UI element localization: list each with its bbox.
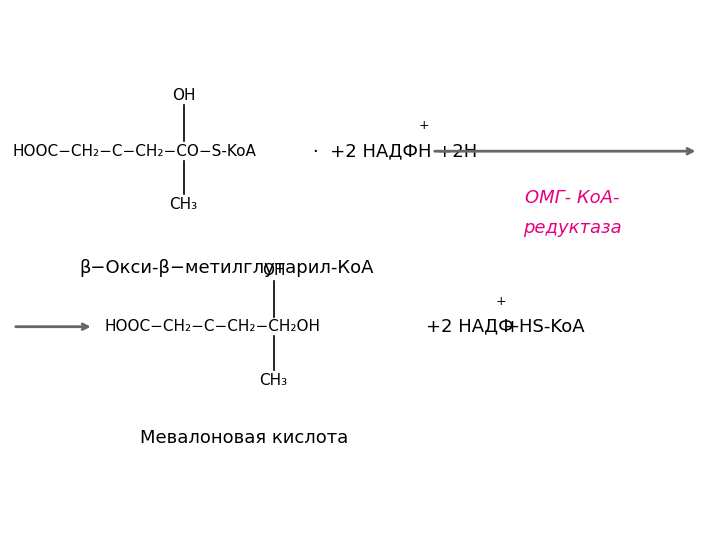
Text: HOOC−CH₂−C−CH₂−CH₂OH: HOOC−CH₂−C−CH₂−CH₂OH bbox=[104, 319, 320, 334]
Text: OH: OH bbox=[172, 87, 195, 103]
Text: ·  +2 НАДФН +2H: · +2 НАДФН +2H bbox=[313, 142, 477, 160]
Text: β−Окси-β−метилглутарил-КоА: β−Окси-β−метилглутарил-КоА bbox=[79, 259, 374, 277]
Text: Мевалоновая кислота: Мевалоновая кислота bbox=[140, 429, 348, 447]
Text: +2 НАДФ: +2 НАДФ bbox=[426, 318, 514, 336]
Text: ОМГ- КоА-: ОМГ- КоА- bbox=[525, 189, 620, 207]
Text: OH: OH bbox=[262, 263, 285, 278]
Text: +: + bbox=[419, 119, 430, 132]
Text: CH₃: CH₃ bbox=[259, 373, 288, 388]
Text: +: + bbox=[496, 295, 507, 308]
Text: редуктаза: редуктаза bbox=[523, 219, 621, 237]
Text: CH₃: CH₃ bbox=[169, 197, 198, 212]
Text: HOOC−CH₂−C−CH₂−CO−S-KoA: HOOC−CH₂−C−CH₂−CO−S-KoA bbox=[13, 144, 257, 159]
Text: +HS-KoA: +HS-KoA bbox=[504, 318, 585, 336]
